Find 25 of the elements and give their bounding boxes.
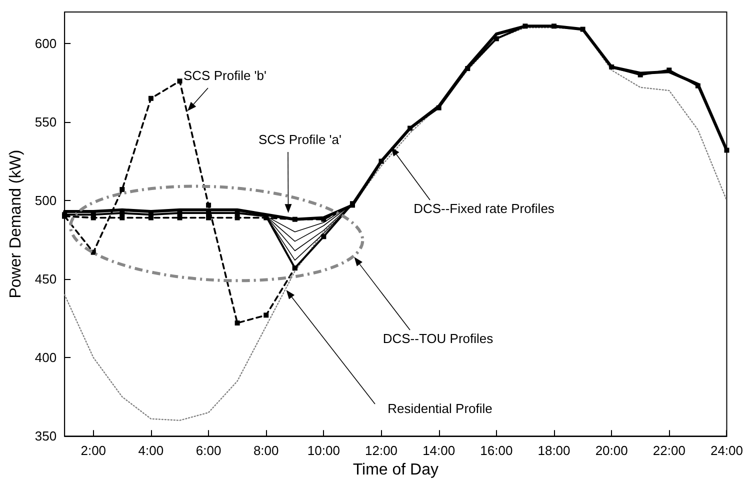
x-tick-label: 2:00 (80, 443, 106, 458)
y-tick-label: 500 (34, 192, 57, 208)
annotation: SCS Profile 'a' (258, 132, 342, 147)
x-tick-label: 24:00 (710, 443, 744, 458)
annotation: DCS--Fixed rate Profiles (414, 201, 555, 216)
x-tick-label: 16:00 (480, 443, 513, 458)
annotation: SCS Profile 'b' (184, 68, 266, 83)
x-axis-title: Time of Day (352, 462, 438, 478)
y-tick-label: 550 (34, 114, 57, 130)
x-tick-label: 8:00 (253, 443, 279, 458)
y-tick-label: 400 (34, 350, 57, 366)
x-tick-label: 10:00 (307, 443, 340, 458)
x-tick-label: 22:00 (652, 443, 686, 458)
annotation: DCS--TOU Profiles (382, 331, 494, 346)
x-tick-label: 4:00 (138, 443, 164, 458)
x-tick-label: 12:00 (364, 443, 398, 458)
x-tick-label: 20:00 (595, 443, 628, 458)
x-tick-label: 14:00 (422, 443, 456, 458)
y-tick-label: 350 (34, 428, 57, 444)
annotation: Residential Profile (388, 401, 492, 416)
y-tick-label: 450 (34, 272, 57, 287)
x-tick-label: 18:00 (538, 443, 570, 458)
y-axis-title: Power Demand (kW) (8, 150, 24, 298)
y-tick-label: 600 (34, 36, 57, 51)
x-tick-label: 6:00 (196, 443, 222, 458)
